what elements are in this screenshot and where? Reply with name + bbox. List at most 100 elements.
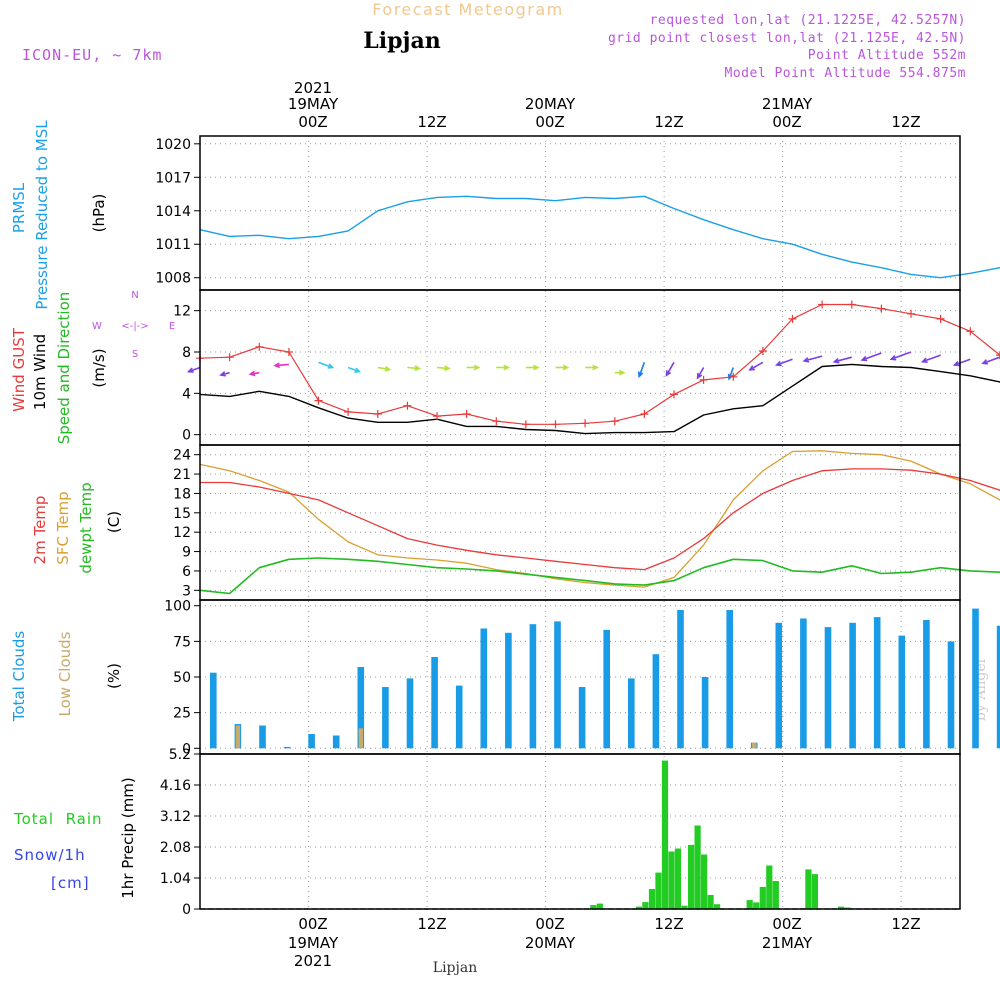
bottom-hour-6: 12Z <box>891 915 920 933</box>
precip-bar <box>701 854 708 909</box>
wind-tick-label: 4 <box>182 386 191 402</box>
wind-direction-arrowhead <box>860 355 868 362</box>
clouds-label-low: Low Clouds <box>56 631 74 716</box>
total-cloud-bar <box>726 610 733 749</box>
precip-bar <box>766 865 773 909</box>
total-cloud-bar <box>382 687 389 749</box>
bottom-hour-3: 00Z <box>535 915 564 933</box>
total-cloud-bar <box>357 667 365 749</box>
wind-label-10m: 10m Wind <box>31 334 49 410</box>
precip-tick-label: 3.12 <box>160 809 191 825</box>
temp-label-unit: (C) <box>105 511 123 533</box>
total-cloud-bar <box>873 617 881 749</box>
model-altitude: Model Point Altitude 554.875m <box>725 66 966 81</box>
clouds-label-total: Total Clouds <box>10 631 28 723</box>
wind-gust-marker <box>640 410 649 418</box>
wind-direction-arrowhead <box>832 357 840 364</box>
wind-direction-arrowhead <box>952 360 960 367</box>
wind-gust-marker <box>373 410 382 418</box>
total-cloud-bar <box>775 622 783 749</box>
total-cloud-bar <box>505 632 512 749</box>
low-cloud-bar <box>235 725 241 749</box>
chart-marks <box>186 195 1000 909</box>
total-cloud-bar <box>283 746 291 749</box>
total-cloud-bar <box>554 621 561 749</box>
grid-lines <box>194 136 960 910</box>
total-cloud-bar <box>898 635 906 749</box>
precip-bar <box>596 903 603 909</box>
total-cloud-bar <box>701 677 709 749</box>
total-cloud-bar <box>529 624 537 749</box>
total-cloud-bar <box>603 629 610 749</box>
total-cloud-bar <box>677 610 684 749</box>
precip-bar <box>753 902 760 909</box>
top-hour-3: 00Z <box>535 113 564 131</box>
precip-bar <box>590 905 597 909</box>
total-cloud-bar <box>628 678 635 749</box>
precip-bar <box>714 904 721 909</box>
total-cloud-bar <box>455 685 463 749</box>
wind-direction-arrowhead <box>248 370 256 377</box>
temperature-tick-label: 21 <box>173 467 191 483</box>
wind-gust-marker <box>877 304 886 313</box>
wind-direction-arrowhead <box>562 364 570 371</box>
wind-direction-arrow <box>407 366 420 370</box>
panel-frames <box>199 135 961 910</box>
wind-direction-arrow <box>861 352 882 361</box>
total-cloud-bar <box>923 620 930 749</box>
temp-label-dewpt: dewpt Temp <box>77 482 95 573</box>
precip-bar <box>668 851 675 909</box>
wind-direction-arrow <box>318 361 333 369</box>
wind-gust-marker <box>551 420 560 429</box>
top-year-label: 2021 <box>294 79 332 97</box>
bottom-date-1: 19MAY <box>288 934 339 952</box>
wind-direction-arrowhead <box>981 359 988 365</box>
total-cloud-bar <box>800 618 807 749</box>
wind-gust-marker <box>847 300 856 309</box>
wind-direction-arrow <box>665 361 675 376</box>
pressure-tick-label: 1011 <box>155 237 191 253</box>
total-cloud-bar <box>578 687 586 749</box>
wind-direction-arrowhead <box>384 366 392 372</box>
total-cloud-bar <box>652 654 660 749</box>
wind-gust-marker <box>907 309 915 318</box>
top-hour-2: 12Z <box>417 113 446 131</box>
precip-bar <box>694 825 701 909</box>
wind-gust-marker <box>818 300 827 309</box>
wind-direction-arrowhead <box>920 357 928 363</box>
temp-label-2m: 2m Temp <box>31 496 49 565</box>
total-cloud-bar <box>480 628 488 749</box>
precip-tick-label: 1.04 <box>160 871 191 887</box>
bottom-hour-5: 00Z <box>772 915 801 933</box>
wind-direction-arrowhead <box>592 364 599 371</box>
wind-direction-arrowhead <box>273 362 281 369</box>
precip-frame <box>199 753 961 910</box>
model-label: ICON-EU, ~ 7km <box>22 46 162 64</box>
wind-gust-marker <box>492 417 501 426</box>
precip-bar <box>759 886 766 909</box>
bottom-hour-4: 12Z <box>654 915 683 933</box>
wind-direction-arrowhead <box>696 372 703 380</box>
wind-gust-marker <box>610 417 619 426</box>
total-cloud-bar <box>210 672 217 749</box>
temperature-tick-label: 6 <box>182 564 191 580</box>
pressure-tick-label: 1020 <box>155 137 191 153</box>
top-date-2: 20MAY <box>525 95 576 113</box>
pressure-label-msl: Pressure Reduced to MSL <box>33 120 51 310</box>
pressure-line <box>199 195 1000 279</box>
temperature-frame <box>199 444 961 601</box>
precip-bar <box>681 905 688 909</box>
wind-direction-arrowhead <box>802 357 810 363</box>
precip-tick-label: 0 <box>182 902 191 918</box>
wind-gust-marker <box>936 314 945 323</box>
total-cloud-bar <box>996 625 1000 749</box>
dewpt-line <box>199 557 1000 595</box>
precip-tick-label: 4.16 <box>160 778 191 794</box>
wind-direction-arrow <box>890 351 912 360</box>
total-cloud-bar <box>406 678 414 749</box>
compass-w: W <box>92 321 102 332</box>
wind-direction-arrowhead <box>748 365 755 371</box>
precip-bar <box>635 906 642 909</box>
wind-gust-marker <box>284 348 293 356</box>
